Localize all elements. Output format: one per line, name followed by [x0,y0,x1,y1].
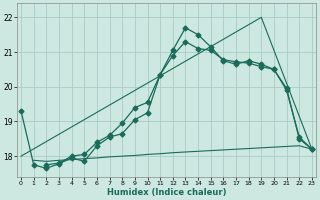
X-axis label: Humidex (Indice chaleur): Humidex (Indice chaleur) [107,188,226,197]
